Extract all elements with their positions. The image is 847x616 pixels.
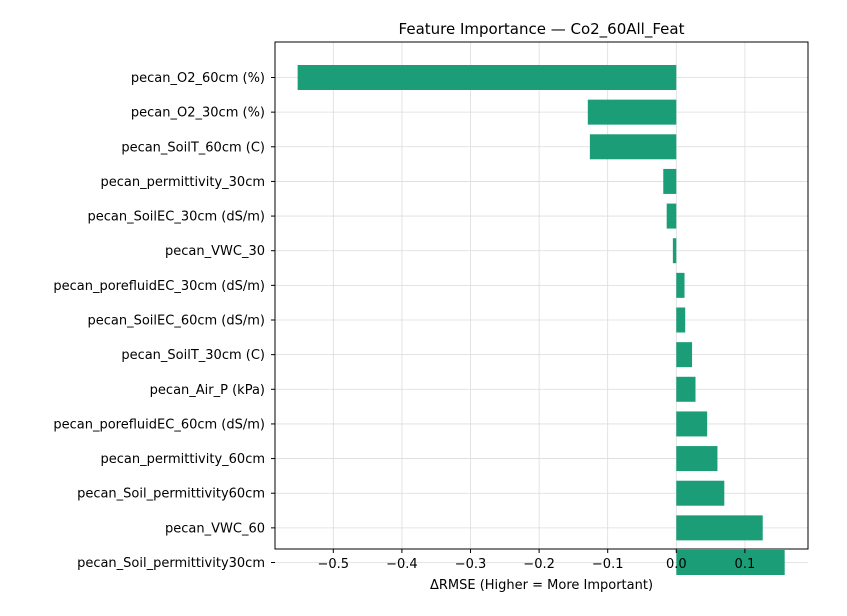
bar-12 xyxy=(676,480,725,506)
axes-frame xyxy=(274,41,809,550)
bar-10 xyxy=(676,411,708,437)
bar-13 xyxy=(676,515,763,541)
y-tick-label: pecan_O2_60cm (%) xyxy=(131,71,265,86)
y-tick-label: pecan_SoilEC_60cm (dS/m) xyxy=(88,314,266,329)
y-tick-label: pecan_Soil_permittivity30cm xyxy=(77,556,265,571)
y-tick-label: pecan_SoilT_60cm (C) xyxy=(121,140,265,155)
bar-0 xyxy=(297,65,677,90)
bar-5 xyxy=(672,238,677,264)
x-tick-label: −0.2 xyxy=(523,557,555,572)
bar-11 xyxy=(676,446,718,472)
y-tick-label: pecan_Soil_permittivity60cm xyxy=(77,487,265,502)
y-tick-labels: pecan_O2_60cm (%) pecan_O2_30cm (%) pecan_… xyxy=(53,71,275,571)
y-tick-label: pecan_permittivity_30cm xyxy=(101,175,266,190)
y-tick-label: pecan_porefluidEC_60cm (dS/m) xyxy=(53,417,265,432)
x-axis-label: ΔRMSE (Higher = More Important) xyxy=(430,578,653,593)
x-tick-label: 0.1 xyxy=(735,557,756,572)
bar-3 xyxy=(663,168,677,194)
bar-4 xyxy=(666,203,677,229)
x-tick-labels: −0.5 −0.4 −0.3 −0.2 −0.1 0.0 0.1 xyxy=(318,549,756,572)
bar-7 xyxy=(676,307,686,333)
y-tick-label: pecan_porefluidEC_30cm (dS/m) xyxy=(53,279,265,294)
bar-8 xyxy=(676,342,693,368)
y-tick-label: pecan_VWC_30 xyxy=(165,244,265,259)
y-tick-label: pecan_permittivity_60cm xyxy=(101,452,266,467)
y-tick-label: pecan_SoilEC_30cm (dS/m) xyxy=(88,210,266,225)
x-tick-label: −0.3 xyxy=(455,557,487,572)
bar-layer xyxy=(297,65,785,575)
bar-9 xyxy=(676,376,696,402)
x-tick-label: −0.4 xyxy=(386,557,418,572)
y-tick-label: pecan_Air_P (kPa) xyxy=(150,383,265,398)
bar-1 xyxy=(587,99,677,125)
x-tick-label: −0.5 xyxy=(318,557,350,572)
chart-title: Feature Importance — Co2_60All_Feat xyxy=(399,20,685,39)
x-tick-label: 0.0 xyxy=(666,557,687,572)
bar-14 xyxy=(676,550,785,575)
y-tick-label: pecan_SoilT_30cm (C) xyxy=(121,348,265,363)
y-tick-label: pecan_VWC_60 xyxy=(165,521,265,536)
bar-6 xyxy=(676,272,685,298)
y-tick-label: pecan_O2_30cm (%) xyxy=(131,106,265,121)
grid-layer xyxy=(275,42,808,563)
x-tick-label: −0.1 xyxy=(592,557,624,572)
bar-2 xyxy=(589,134,677,160)
